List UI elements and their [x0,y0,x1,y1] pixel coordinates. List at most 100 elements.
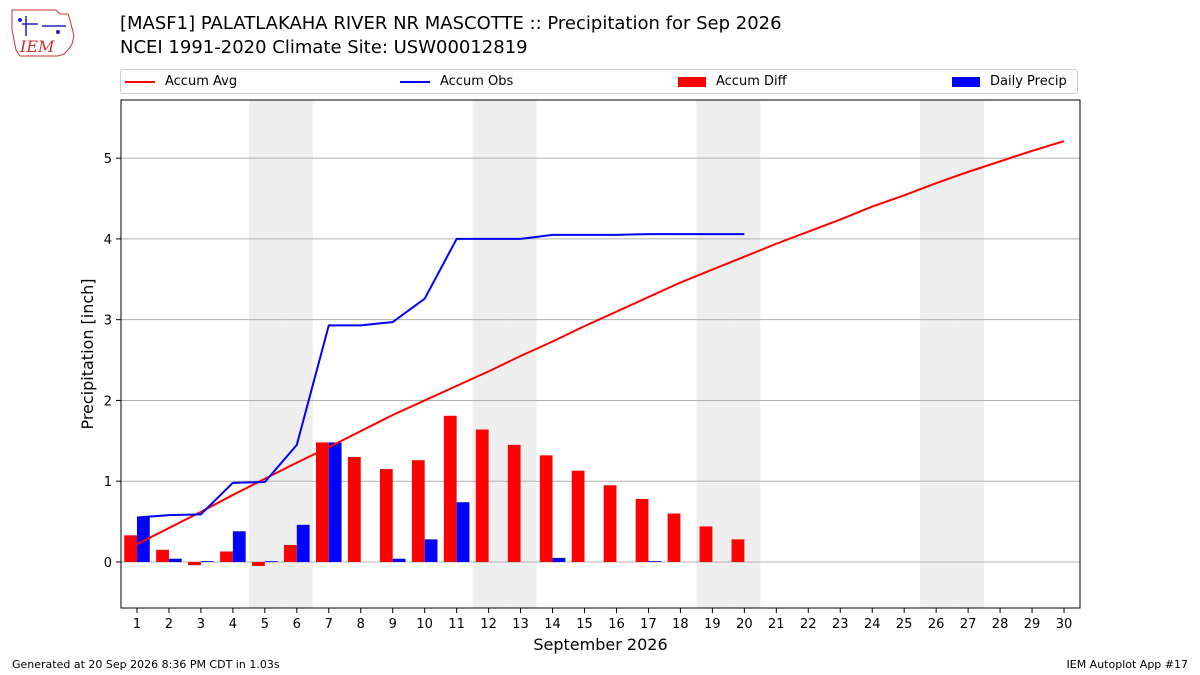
accum-diff-bar-18 [667,513,681,562]
daily-precip-bar-9 [392,558,406,562]
daily-precip-bar-6 [296,524,310,562]
x-tick-label-10: 10 [416,617,433,632]
x-tick-label-11: 11 [448,617,465,632]
x-tick-label-16: 16 [608,617,625,632]
weekend-shade-27 [952,100,985,608]
accum-diff-bar-4 [220,551,233,562]
legend-accum-diff-label: Accum Diff [716,74,787,89]
y-tick-label-1: 1 [104,475,112,490]
legend-accum-avg: Accum Avg [125,73,237,90]
x-tick-label-22: 22 [800,617,817,632]
legend-accum-obs-swatch [400,80,430,83]
chart-title: [MASF1] PALATLAKAHA RIVER NR MASCOTTE ::… [120,12,782,60]
legend-accum-avg-swatch [125,80,155,83]
x-tick-label-4: 4 [229,617,237,632]
y-tick-label-4: 4 [104,233,112,248]
x-tick-label-7: 7 [325,617,333,632]
legend-accum-diff: Accum Diff [678,73,787,90]
x-tick-label-5: 5 [261,617,269,632]
x-tick-label-28: 28 [992,617,1009,632]
y-axis-label: Precipitation [inch] [78,278,97,429]
weekend-shade-5 [248,100,281,608]
accum-diff-bar-6 [284,545,297,562]
x-tick-label-3: 3 [197,617,205,632]
x-tick-label-18: 18 [672,617,689,632]
x-tick-label-27: 27 [960,617,977,632]
accum-diff-bar-2 [156,549,169,562]
accum-diff-bar-17 [635,498,649,562]
accum-diff-bar-14 [539,455,553,562]
x-axis-label: September 2026 [533,635,667,654]
daily-precip-bar-3 [200,561,214,562]
accum-diff-bar-1 [124,535,137,562]
accum-diff-bar-20 [731,539,745,562]
accum-diff-bar-15 [571,470,585,562]
plot-frame [120,99,1081,609]
accum-diff-bar-11 [443,415,457,562]
footer-generated: Generated at 20 Sep 2026 8:36 PM CDT in … [12,658,280,671]
y-tick-label-5: 5 [104,152,112,167]
x-tick-label-17: 17 [640,617,657,632]
legend-daily-precip-label: Daily Precip [990,74,1067,89]
daily-precip-bar-17 [648,561,662,562]
x-tick-label-24: 24 [864,617,881,632]
x-tick-label-8: 8 [357,617,365,632]
daily-precip-bar-7 [328,442,342,562]
legend-accum-diff-swatch [678,76,706,87]
accum-obs-line [136,233,745,519]
accum-diff-bar-3 [188,561,201,566]
daily-precip-bar-4 [232,531,246,562]
accum-diff-bar-8 [347,456,361,562]
x-tick-label-6: 6 [293,617,301,632]
weekend-shade-6 [280,100,313,608]
iem-logo: IEM [11,9,75,57]
x-tick-label-29: 29 [1024,617,1041,632]
x-tick-label-13: 13 [512,617,529,632]
daily-precip-bar-10 [424,539,438,562]
x-tick-label-25: 25 [896,617,913,632]
legend: Accum Avg Accum Obs Accum Diff Daily Pre… [120,69,1078,94]
x-tick-label-30: 30 [1056,617,1073,632]
legend-daily-precip-swatch [952,76,980,87]
x-tick-label-21: 21 [768,617,785,632]
accum-diff-bar-12 [475,429,489,562]
legend-daily-precip: Daily Precip [952,73,1067,90]
legend-accum-obs: Accum Obs [400,73,513,90]
x-tick-label-26: 26 [928,617,945,632]
x-tick-label-1: 1 [133,617,141,632]
weekend-shade-26 [920,100,953,608]
title-line-2: NCEI 1991-2020 Climate Site: USW00012819 [120,37,528,58]
y-tick-label-3: 3 [104,314,112,329]
weekend-shade-19 [696,100,729,608]
y-tick-label-0: 0 [104,556,112,571]
weekend-shade-20 [728,100,761,608]
accum-diff-bar-16 [603,485,617,562]
x-tick-label-9: 9 [389,617,397,632]
y-tick-label-2: 2 [104,394,112,409]
footer-app: IEM Autoplot App #17 [1066,658,1189,671]
accum-diff-bar-13 [507,444,521,562]
accum-diff-bar-5 [252,561,265,567]
x-tick-label-20: 20 [736,617,753,632]
accum-avg-line [136,140,1065,546]
legend-accum-avg-label: Accum Avg [165,74,238,89]
x-tick-label-15: 15 [576,617,593,632]
x-tick-label-2: 2 [165,617,173,632]
accum-diff-bar-9 [379,469,393,562]
daily-precip-bar-5 [264,561,278,562]
x-tick-label-23: 23 [832,617,849,632]
accum-diff-bar-19 [699,526,713,562]
x-tick-label-19: 19 [704,617,721,632]
daily-precip-bar-11 [456,502,470,562]
daily-precip-bar-14 [552,557,566,562]
daily-precip-bar-2 [168,558,182,562]
legend-accum-obs-label: Accum Obs [440,74,514,89]
title-line-1: [MASF1] PALATLAKAHA RIVER NR MASCOTTE ::… [120,13,782,34]
x-tick-label-14: 14 [544,617,561,632]
accum-diff-bar-10 [411,460,425,562]
accum-diff-bar-7 [315,442,329,562]
logo-text: IEM [19,37,55,56]
daily-precip-bar-1 [136,517,150,562]
x-tick-label-12: 12 [480,617,497,632]
